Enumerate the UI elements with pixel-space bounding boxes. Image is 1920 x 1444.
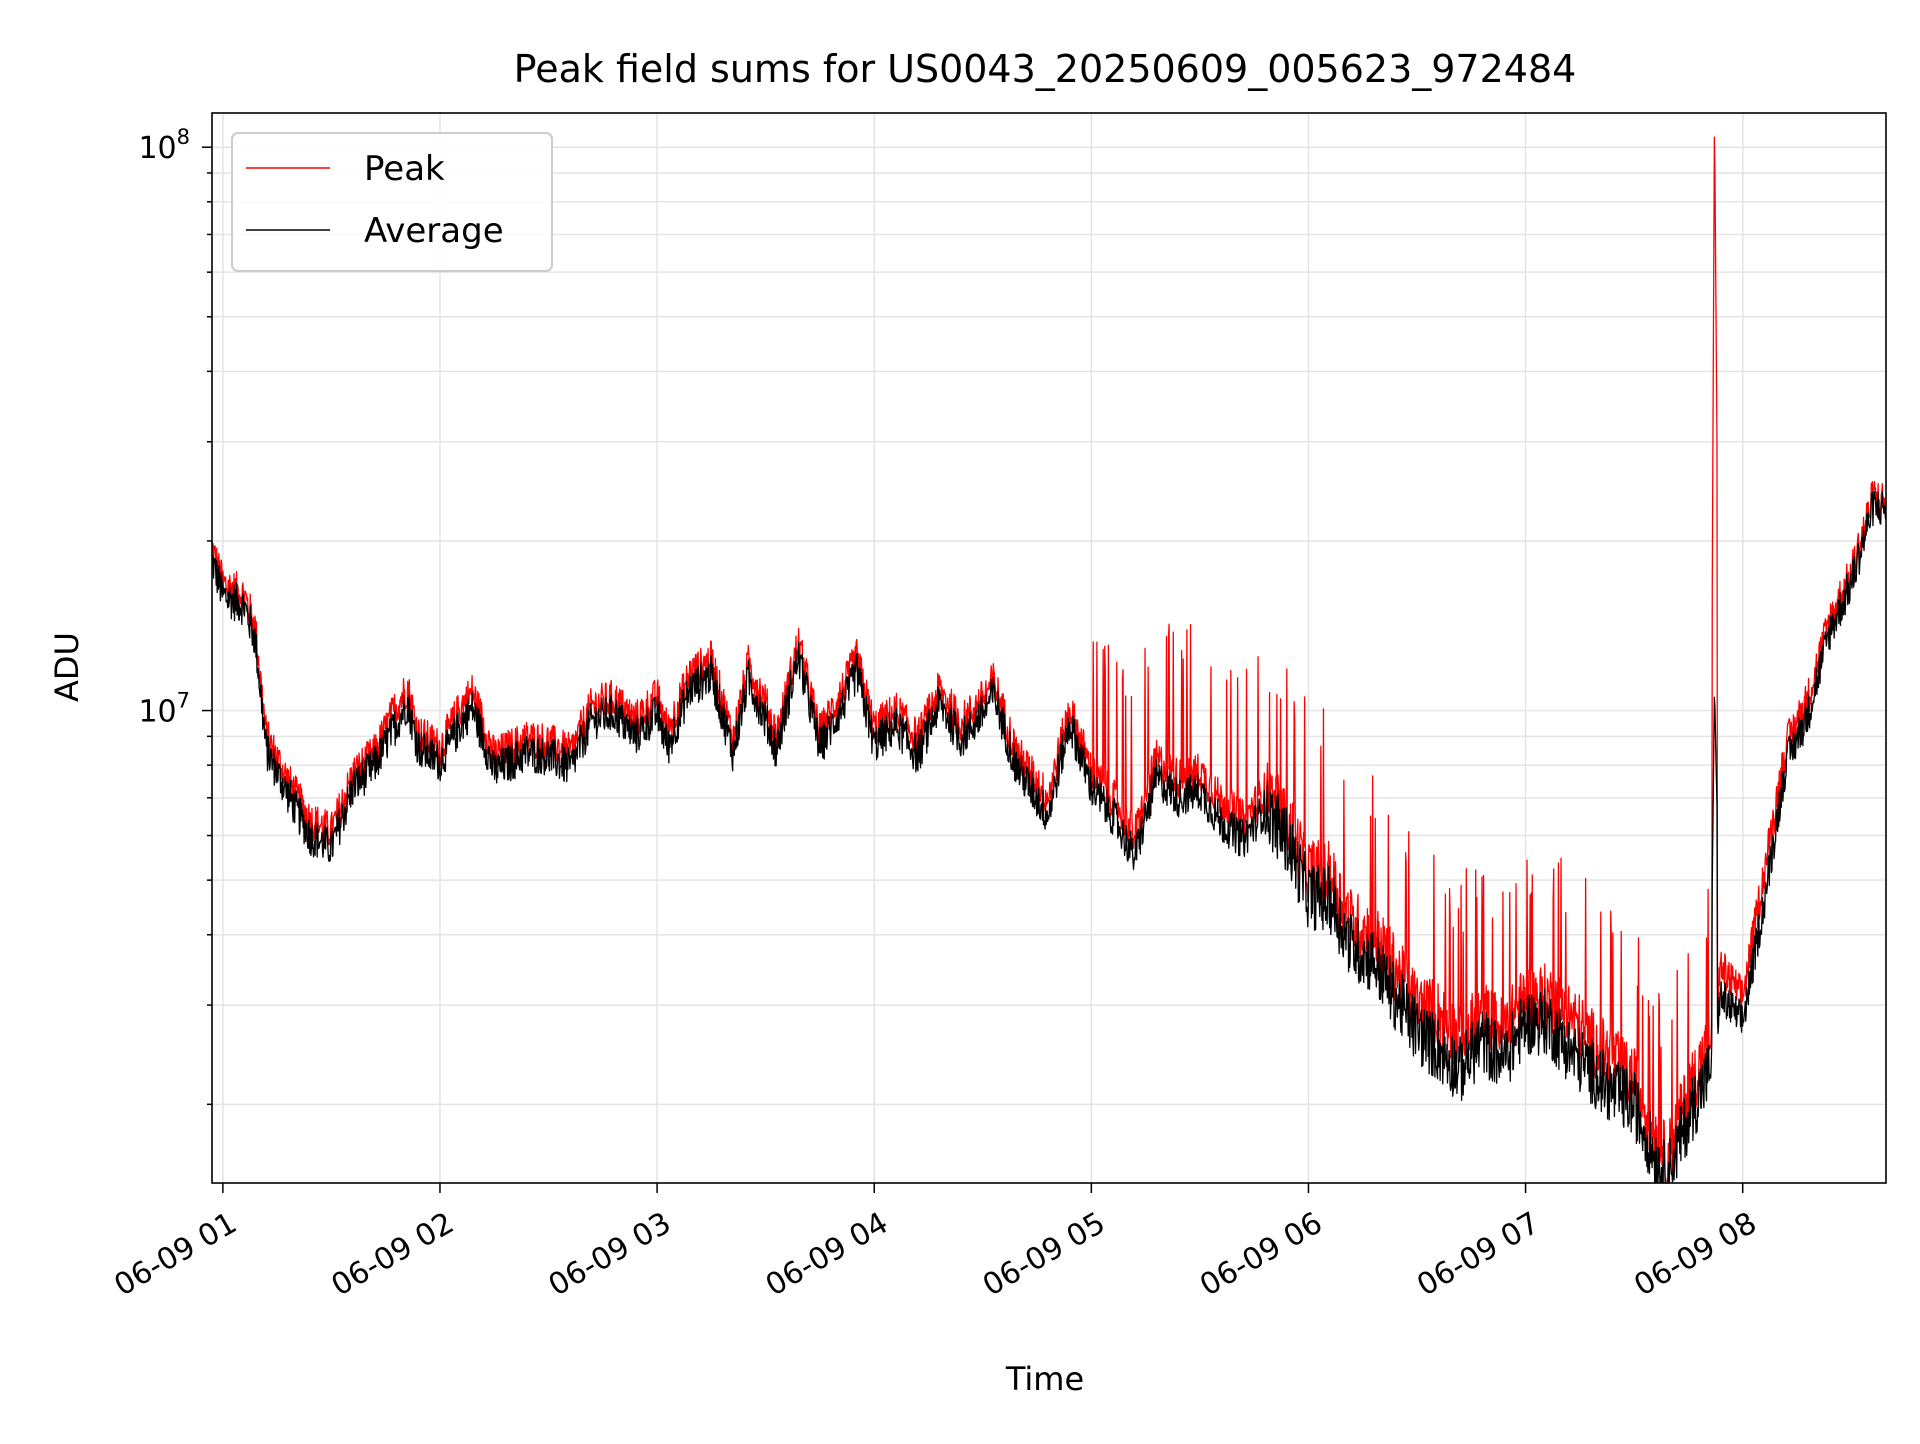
series-lines <box>211 136 1887 1184</box>
chart-title: Peak field sums for US0043_20250609_0056… <box>514 47 1577 91</box>
x-axis-label: Time <box>1005 1360 1084 1398</box>
legend-label-average: Average <box>364 211 504 251</box>
y-tick-label: 108 <box>138 125 190 166</box>
series-line-average <box>211 490 1887 1184</box>
grid-lines <box>212 113 1886 1183</box>
y-axis-label: ADU <box>48 632 86 702</box>
legend-label-peak: Peak <box>364 149 445 189</box>
plot-frame <box>211 112 1887 1184</box>
legend: Peak Average <box>231 132 553 272</box>
y-tick-label: 107 <box>138 689 190 730</box>
series-line-peak <box>211 136 1887 1184</box>
